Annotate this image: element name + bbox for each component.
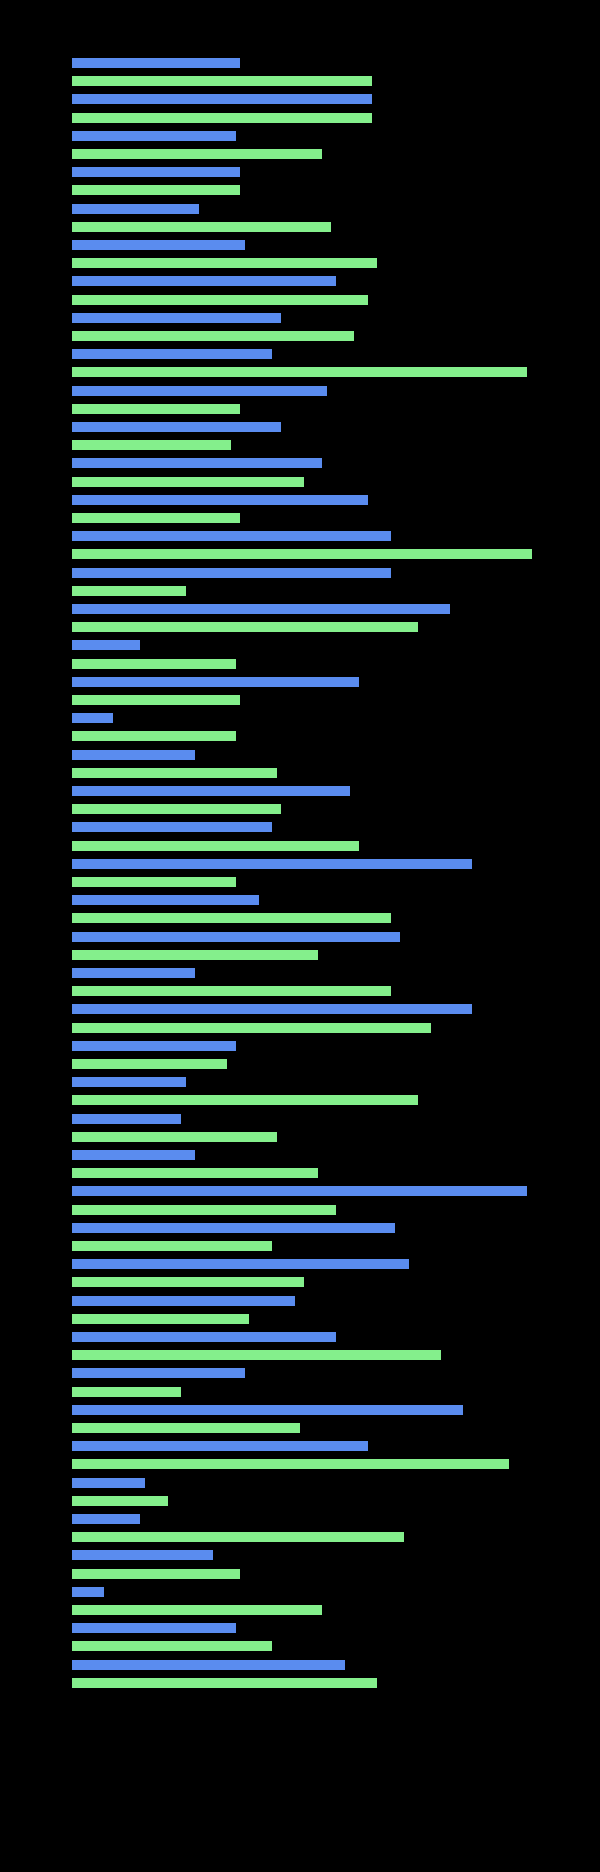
bar-43 bbox=[72, 841, 359, 851]
bar-22 bbox=[72, 458, 322, 468]
bar-81 bbox=[72, 1532, 404, 1542]
bar-41 bbox=[72, 804, 281, 814]
bar-64 bbox=[72, 1223, 395, 1233]
bar-75 bbox=[72, 1423, 300, 1433]
bar-26 bbox=[72, 531, 391, 541]
bar-18 bbox=[72, 386, 327, 396]
bar-53 bbox=[72, 1023, 431, 1033]
bar-34 bbox=[72, 677, 359, 687]
bar-4 bbox=[72, 131, 236, 141]
bar-2 bbox=[72, 94, 372, 104]
bar-77 bbox=[72, 1459, 509, 1469]
bar-14 bbox=[72, 313, 281, 323]
bar-7 bbox=[72, 185, 240, 195]
bar-68 bbox=[72, 1296, 295, 1306]
bar-70 bbox=[72, 1332, 336, 1342]
bar-8 bbox=[72, 204, 199, 214]
bar-84 bbox=[72, 1587, 104, 1597]
bar-44 bbox=[72, 859, 472, 869]
bar-36 bbox=[72, 713, 113, 723]
bar-33 bbox=[72, 659, 236, 669]
bar-61 bbox=[72, 1168, 318, 1178]
bar-45 bbox=[72, 877, 236, 887]
bar-21 bbox=[72, 440, 231, 450]
bar-50 bbox=[72, 968, 195, 978]
bar-42 bbox=[72, 822, 272, 832]
bar-19 bbox=[72, 404, 240, 414]
bar-88 bbox=[72, 1660, 345, 1670]
bar-3 bbox=[72, 113, 372, 123]
bar-80 bbox=[72, 1514, 140, 1524]
bar-12 bbox=[72, 276, 336, 286]
bar-86 bbox=[72, 1623, 236, 1633]
bar-30 bbox=[72, 604, 450, 614]
bar-54 bbox=[72, 1041, 236, 1051]
bar-16 bbox=[72, 349, 272, 359]
bar-83 bbox=[72, 1569, 240, 1579]
bar-63 bbox=[72, 1205, 336, 1215]
bar-13 bbox=[72, 295, 368, 305]
bar-24 bbox=[72, 495, 368, 505]
bar-60 bbox=[72, 1150, 195, 1160]
bar-48 bbox=[72, 932, 400, 942]
bar-37 bbox=[72, 731, 236, 741]
bar-11 bbox=[72, 258, 377, 268]
bar-20 bbox=[72, 422, 281, 432]
bar-46 bbox=[72, 895, 259, 905]
bar-15 bbox=[72, 331, 354, 341]
bar-27 bbox=[72, 549, 532, 559]
bar-52 bbox=[72, 1004, 472, 1014]
bar-10 bbox=[72, 240, 245, 250]
bar-74 bbox=[72, 1405, 463, 1415]
bar-76 bbox=[72, 1441, 368, 1451]
bar-67 bbox=[72, 1277, 304, 1287]
bar-79 bbox=[72, 1496, 168, 1506]
bar-31 bbox=[72, 622, 418, 632]
bar-85 bbox=[72, 1605, 322, 1615]
bar-9 bbox=[72, 222, 331, 232]
bar-1 bbox=[72, 76, 372, 86]
bar-62 bbox=[72, 1186, 527, 1196]
bar-58 bbox=[72, 1114, 181, 1124]
bar-65 bbox=[72, 1241, 272, 1251]
bar-40 bbox=[72, 786, 350, 796]
bar-29 bbox=[72, 586, 186, 596]
bar-57 bbox=[72, 1095, 418, 1105]
bar-72 bbox=[72, 1368, 245, 1378]
bar-39 bbox=[72, 768, 277, 778]
bar-25 bbox=[72, 513, 240, 523]
bar-78 bbox=[72, 1478, 145, 1488]
bar-66 bbox=[72, 1259, 409, 1269]
bar-17 bbox=[72, 367, 527, 377]
horizontal-bar-chart bbox=[0, 0, 600, 1872]
bar-59 bbox=[72, 1132, 277, 1142]
bar-28 bbox=[72, 568, 391, 578]
bar-47 bbox=[72, 913, 391, 923]
bar-38 bbox=[72, 750, 195, 760]
bar-6 bbox=[72, 167, 240, 177]
bar-73 bbox=[72, 1387, 181, 1397]
bar-32 bbox=[72, 640, 140, 650]
bar-49 bbox=[72, 950, 318, 960]
bar-55 bbox=[72, 1059, 227, 1069]
bar-51 bbox=[72, 986, 391, 996]
bar-87 bbox=[72, 1641, 272, 1651]
bar-82 bbox=[72, 1550, 213, 1560]
bar-56 bbox=[72, 1077, 186, 1087]
bar-0 bbox=[72, 58, 240, 68]
bar-23 bbox=[72, 477, 304, 487]
bar-35 bbox=[72, 695, 240, 705]
bar-69 bbox=[72, 1314, 249, 1324]
bar-71 bbox=[72, 1350, 441, 1360]
bar-89 bbox=[72, 1678, 377, 1688]
bar-5 bbox=[72, 149, 322, 159]
